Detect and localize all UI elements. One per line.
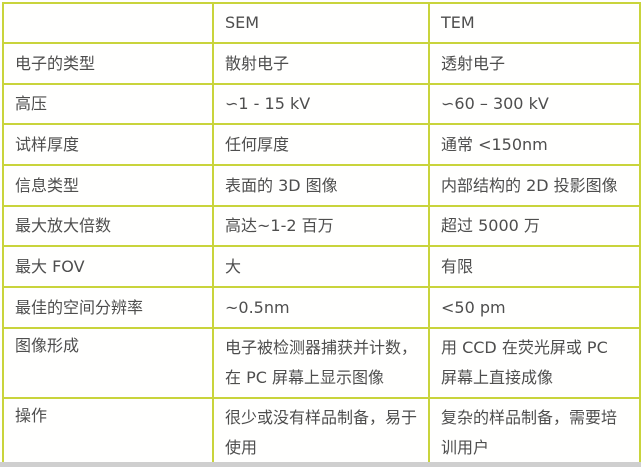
table-row: 最佳的空间分辨率 ~0.5nm <50 pm xyxy=(2,286,641,329)
row-label-cell: 操作 xyxy=(2,397,214,467)
table-row: 最大放大倍数 高达~1-2 百万 超过 5000 万 xyxy=(2,205,641,247)
tem-value-cell: 超过 5000 万 xyxy=(428,205,641,247)
row-label-cell: 高压 xyxy=(2,83,214,125)
row-label-cell: 试样厚度 xyxy=(2,123,214,166)
tem-value-cell: 通常 <150nm xyxy=(428,123,641,166)
sem-value-cell: 很少或没有样品制备，易于使用 xyxy=(212,397,430,467)
table-row: 高压 ∽1 - 15 kV ∽60 – 300 kV xyxy=(2,83,641,125)
sem-value-cell: 大 xyxy=(212,245,430,288)
table-row: 试样厚度 任何厚度 通常 <150nm xyxy=(2,123,641,166)
sem-value-cell: 散射电子 xyxy=(212,42,430,85)
row-label-cell: 最佳的空间分辨率 xyxy=(2,286,214,329)
tem-value-cell: 透射电子 xyxy=(428,42,641,85)
sem-value-cell: 任何厚度 xyxy=(212,123,430,166)
header-sem-cell: SEM xyxy=(212,2,430,44)
tem-value-cell: 复杂的样品制备，需要培训用户 xyxy=(428,397,641,467)
row-label-cell: 最大放大倍数 xyxy=(2,205,214,247)
row-label-cell: 电子的类型 xyxy=(2,42,214,85)
tem-value-cell: ∽60 – 300 kV xyxy=(428,83,641,125)
sem-value-cell: ~0.5nm xyxy=(212,286,430,329)
bottom-edge-strip xyxy=(0,462,641,467)
header-tem-cell: TEM xyxy=(428,2,641,44)
tem-value-cell: 内部结构的 2D 投影图像 xyxy=(428,164,641,207)
table-row: 图像形成 电子被检测器捕获并计数，在 PC 屏幕上显示图像 用 CCD 在荧光屏… xyxy=(2,327,641,399)
sem-value-cell: 电子被检测器捕获并计数，在 PC 屏幕上显示图像 xyxy=(212,327,430,399)
row-label-cell: 最大 FOV xyxy=(2,245,214,288)
table-row: 最大 FOV 大 有限 xyxy=(2,245,641,288)
header-empty-cell xyxy=(2,2,214,44)
sem-value-cell: ∽1 - 15 kV xyxy=(212,83,430,125)
row-label-cell: 图像形成 xyxy=(2,327,214,399)
table-header-row: SEM TEM xyxy=(2,2,641,44)
table-row: 操作 很少或没有样品制备，易于使用 复杂的样品制备，需要培训用户 xyxy=(2,397,641,467)
sem-value-cell: 表面的 3D 图像 xyxy=(212,164,430,207)
table-row: 电子的类型 散射电子 透射电子 xyxy=(2,42,641,85)
tem-value-cell: <50 pm xyxy=(428,286,641,329)
sem-value-cell: 高达~1-2 百万 xyxy=(212,205,430,247)
tem-value-cell: 有限 xyxy=(428,245,641,288)
table-row: 信息类型 表面的 3D 图像 内部结构的 2D 投影图像 xyxy=(2,164,641,207)
row-label-cell: 信息类型 xyxy=(2,164,214,207)
tem-value-cell: 用 CCD 在荧光屏或 PC 屏幕上直接成像 xyxy=(428,327,641,399)
